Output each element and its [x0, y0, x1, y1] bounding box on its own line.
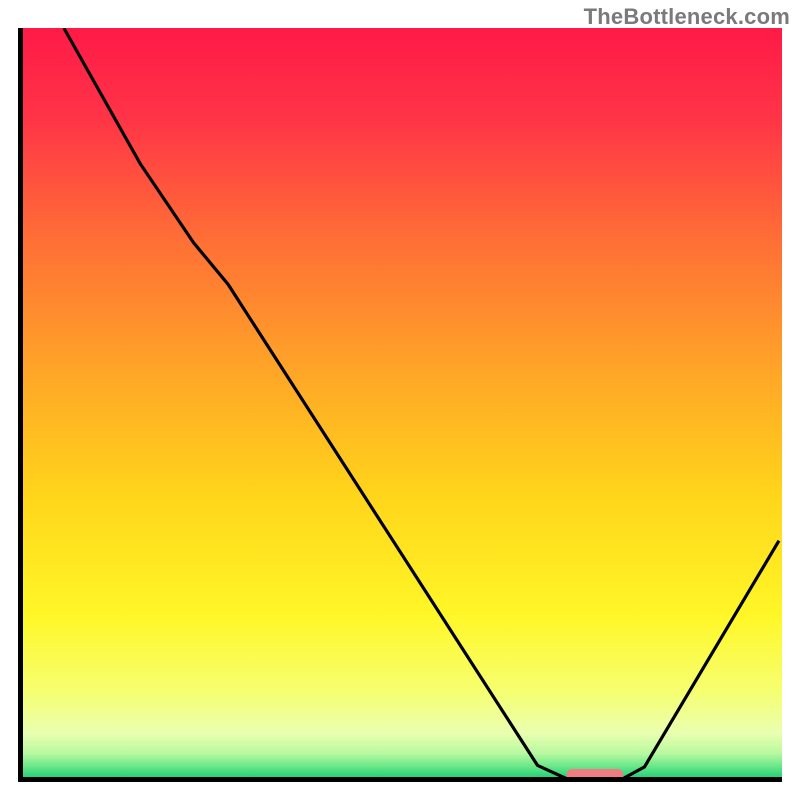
curve-svg: [18, 28, 782, 782]
plot-area: [18, 28, 782, 782]
optimal-marker: [566, 769, 623, 781]
chart-container: TheBottleneck.com: [0, 0, 800, 800]
watermark-text: TheBottleneck.com: [584, 4, 790, 30]
bottleneck-curve: [64, 28, 779, 779]
